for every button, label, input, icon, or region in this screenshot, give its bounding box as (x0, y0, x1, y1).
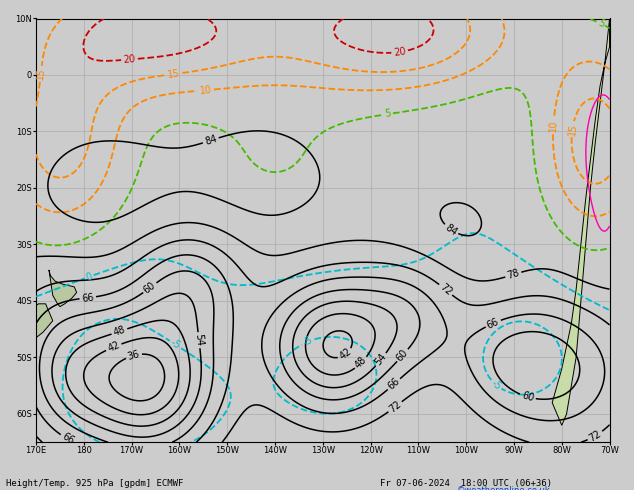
Text: 66: 66 (60, 432, 75, 446)
Text: 66: 66 (386, 376, 402, 392)
Text: 48: 48 (112, 325, 127, 338)
Text: 54: 54 (193, 334, 205, 347)
Text: 78: 78 (506, 268, 521, 281)
Polygon shape (552, 19, 609, 425)
Text: 66: 66 (486, 317, 501, 331)
Text: 20: 20 (123, 54, 136, 65)
Text: 84: 84 (443, 222, 459, 237)
Text: -5: -5 (489, 378, 503, 392)
Text: Fr 07-06-2024  18:00 UTC (06+36): Fr 07-06-2024 18:00 UTC (06+36) (380, 479, 552, 488)
Text: 5: 5 (596, 18, 606, 29)
Text: 10: 10 (548, 120, 559, 133)
Text: 15: 15 (567, 122, 578, 136)
Text: 15: 15 (36, 67, 46, 80)
Text: 84: 84 (204, 134, 218, 147)
Text: 10: 10 (199, 85, 212, 96)
Text: 5: 5 (384, 109, 392, 120)
Text: 66: 66 (81, 292, 94, 304)
Text: 54: 54 (373, 352, 389, 368)
Text: 72: 72 (437, 282, 454, 297)
Text: 72: 72 (387, 399, 403, 415)
Text: 0: 0 (84, 271, 94, 283)
Text: ©weatheronline.co.uk: ©weatheronline.co.uk (456, 486, 550, 490)
Text: 60: 60 (395, 347, 410, 363)
Polygon shape (27, 304, 53, 338)
Text: 60: 60 (142, 280, 158, 295)
Text: -5: -5 (302, 335, 314, 348)
Text: Height/Temp. 925 hPa [gpdm] ECMWF: Height/Temp. 925 hPa [gpdm] ECMWF (6, 479, 184, 488)
Text: 48: 48 (353, 355, 369, 371)
Text: 36: 36 (127, 349, 141, 362)
Text: 72: 72 (587, 428, 603, 443)
Polygon shape (49, 270, 77, 307)
Text: 15: 15 (167, 68, 181, 80)
Text: -5: -5 (169, 338, 183, 351)
Text: 42: 42 (337, 346, 353, 362)
Text: 60: 60 (521, 391, 535, 403)
Text: 20: 20 (393, 46, 406, 58)
Text: 42: 42 (106, 340, 121, 354)
